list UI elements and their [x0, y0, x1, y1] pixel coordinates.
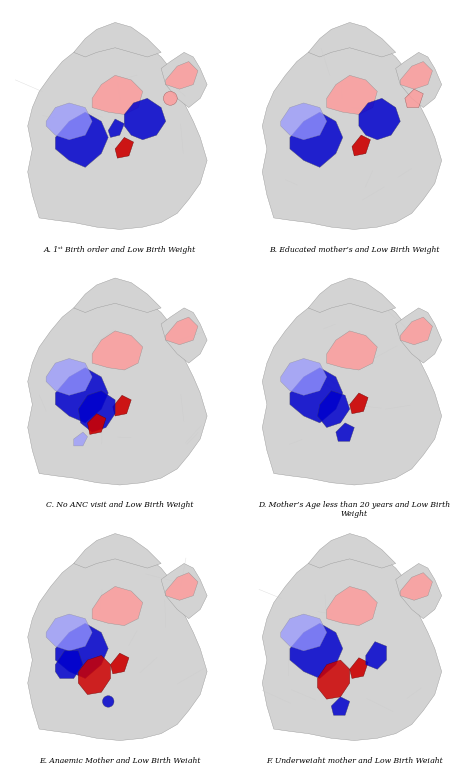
Polygon shape	[318, 660, 350, 699]
Polygon shape	[74, 22, 161, 57]
Polygon shape	[55, 651, 83, 678]
Polygon shape	[46, 103, 92, 140]
Polygon shape	[55, 623, 108, 678]
Polygon shape	[166, 573, 198, 600]
Polygon shape	[55, 368, 108, 423]
Polygon shape	[46, 614, 92, 651]
Polygon shape	[166, 317, 198, 345]
Polygon shape	[396, 308, 442, 363]
Polygon shape	[110, 653, 129, 674]
Polygon shape	[281, 359, 327, 395]
Polygon shape	[350, 658, 368, 678]
Polygon shape	[352, 135, 370, 156]
Polygon shape	[290, 368, 343, 423]
Polygon shape	[350, 393, 368, 414]
Polygon shape	[262, 545, 442, 741]
Polygon shape	[74, 432, 88, 446]
Polygon shape	[108, 119, 124, 137]
Polygon shape	[359, 98, 400, 140]
Polygon shape	[78, 391, 115, 432]
Polygon shape	[366, 642, 386, 669]
Polygon shape	[78, 655, 110, 694]
Polygon shape	[327, 587, 377, 626]
Polygon shape	[46, 359, 92, 395]
Polygon shape	[113, 395, 131, 416]
Polygon shape	[88, 414, 106, 434]
Polygon shape	[400, 573, 432, 600]
Polygon shape	[336, 423, 354, 441]
Polygon shape	[161, 53, 207, 108]
Circle shape	[102, 696, 114, 707]
Polygon shape	[124, 98, 166, 140]
Polygon shape	[166, 62, 198, 89]
Polygon shape	[55, 112, 108, 167]
Text: B. Educated mother’s and Low Birth Weight: B. Educated mother’s and Low Birth Weigh…	[269, 246, 439, 253]
Polygon shape	[396, 53, 442, 108]
Text: C. No ANC visit and Low Birth Weight: C. No ANC visit and Low Birth Weight	[46, 501, 193, 509]
Polygon shape	[92, 331, 143, 370]
Polygon shape	[74, 533, 161, 568]
Polygon shape	[308, 533, 396, 568]
Polygon shape	[396, 563, 442, 619]
Polygon shape	[331, 697, 350, 715]
Text: E. Anaemic Mother and Low Birth Weight: E. Anaemic Mother and Low Birth Weight	[39, 757, 201, 763]
Polygon shape	[290, 112, 343, 167]
Polygon shape	[308, 278, 396, 313]
Polygon shape	[161, 308, 207, 363]
Polygon shape	[290, 623, 343, 678]
Polygon shape	[74, 278, 161, 313]
Polygon shape	[327, 331, 377, 370]
Polygon shape	[28, 545, 207, 741]
Polygon shape	[262, 289, 442, 485]
Polygon shape	[327, 76, 377, 114]
Polygon shape	[400, 317, 432, 345]
Polygon shape	[262, 34, 442, 230]
Text: A. 1ˢᵗ Birth order and Low Birth Weight: A. 1ˢᵗ Birth order and Low Birth Weight	[44, 246, 196, 253]
Polygon shape	[308, 22, 396, 57]
Text: F. Underweight mother and Low Birth Weight: F. Underweight mother and Low Birth Weig…	[266, 757, 443, 763]
Polygon shape	[92, 76, 143, 114]
Text: D. Mother’s Age less than 20 years and Low Birth
Weight: D. Mother’s Age less than 20 years and L…	[258, 501, 450, 518]
Polygon shape	[28, 289, 207, 485]
Polygon shape	[28, 34, 207, 230]
Polygon shape	[281, 103, 327, 140]
Polygon shape	[400, 62, 432, 89]
Polygon shape	[161, 563, 207, 619]
Polygon shape	[281, 614, 327, 651]
Polygon shape	[115, 137, 134, 158]
Polygon shape	[92, 587, 143, 626]
Polygon shape	[318, 391, 350, 427]
Polygon shape	[405, 89, 423, 108]
Circle shape	[164, 92, 177, 105]
